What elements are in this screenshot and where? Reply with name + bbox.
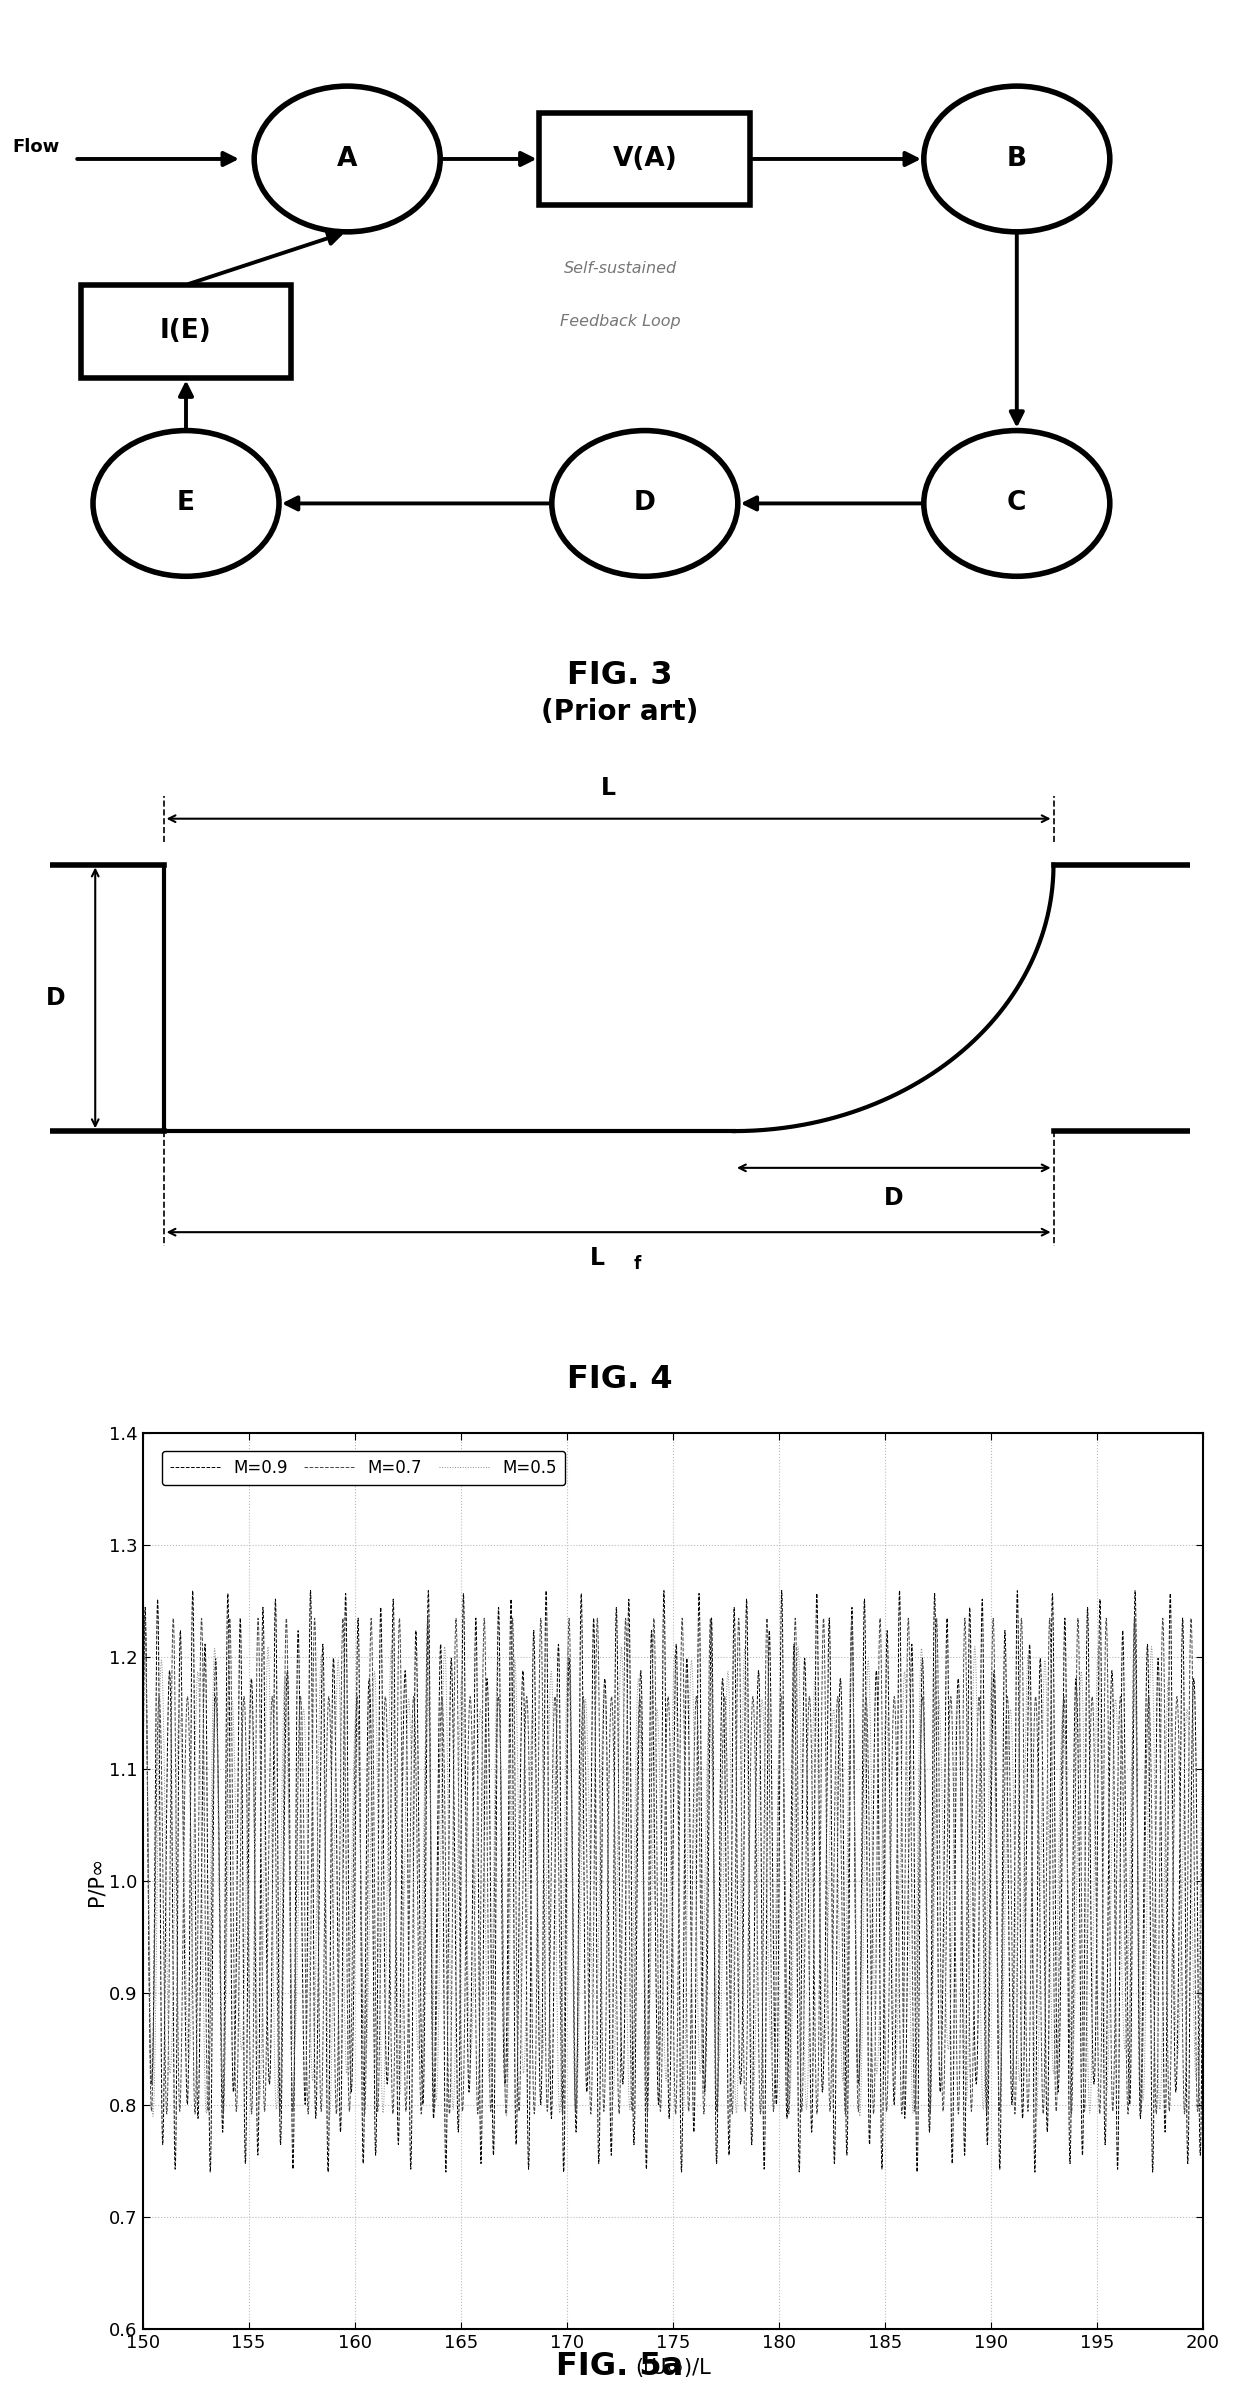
M=0.9: [520, 1983, 534, 2012]
M=0.9: [921, 2098, 936, 2126]
M=0.7: [921, 2062, 936, 2090]
M=0.9: [1195, 1868, 1210, 1897]
Text: L: L: [601, 776, 616, 800]
Text: FIG. 3: FIG. 3: [567, 659, 673, 690]
M=0.5: [808, 1684, 823, 1713]
Text: L: L: [590, 1247, 605, 1271]
X-axis label: (tU∞)/L: (tU∞)/L: [635, 2358, 711, 2377]
Text: FIG. 5a: FIG. 5a: [557, 2351, 683, 2382]
M=0.5: [763, 2014, 777, 2043]
M=0.5: [978, 2023, 993, 2052]
Ellipse shape: [552, 430, 738, 576]
M=0.9: [188, 1945, 203, 1973]
M=0.7: [520, 1682, 534, 1711]
M=0.9: [135, 1868, 150, 1897]
Line: M=0.9: M=0.9: [143, 1591, 1203, 2172]
M=0.9: [808, 1593, 823, 1622]
Ellipse shape: [93, 430, 279, 576]
Ellipse shape: [924, 86, 1110, 232]
M=0.7: [188, 2081, 203, 2109]
Text: Self-sustained: Self-sustained: [563, 260, 677, 275]
M=0.5: [520, 1961, 534, 1990]
Ellipse shape: [924, 430, 1110, 576]
Line: M=0.7: M=0.7: [143, 1617, 1203, 2114]
Text: f: f: [634, 1254, 641, 1273]
Y-axis label: P/P∞: P/P∞: [87, 1856, 107, 1906]
FancyBboxPatch shape: [81, 284, 291, 377]
Text: B: B: [1007, 146, 1027, 172]
Text: D: D: [884, 1187, 904, 1211]
M=0.5: [1195, 1699, 1210, 1727]
Line: M=0.5: M=0.5: [143, 1646, 1203, 2117]
Text: D: D: [46, 987, 66, 1011]
M=0.9: [1028, 2157, 1043, 2186]
M=0.9: [303, 1577, 317, 1605]
Text: V(A): V(A): [613, 146, 677, 172]
M=0.5: [188, 1703, 203, 1732]
Text: Flow: Flow: [12, 139, 60, 155]
Text: E: E: [177, 490, 195, 516]
Text: D: D: [634, 490, 656, 516]
Ellipse shape: [254, 86, 440, 232]
M=0.7: [808, 2093, 823, 2121]
M=0.7: [1195, 1761, 1210, 1789]
Text: C: C: [1007, 490, 1027, 516]
M=0.7: [763, 1854, 777, 1883]
M=0.7: [135, 1761, 150, 1789]
M=0.7: [498, 2100, 513, 2129]
M=0.5: [135, 1699, 150, 1727]
Text: A: A: [337, 146, 357, 172]
Text: FIG. 4: FIG. 4: [567, 1364, 673, 1395]
M=0.5: [852, 2102, 867, 2131]
M=0.9: [763, 1634, 777, 1663]
M=0.7: [978, 2066, 993, 2095]
Text: I(E): I(E): [160, 318, 212, 344]
M=0.7: [222, 1603, 237, 1632]
Text: (Prior art): (Prior art): [542, 698, 698, 726]
M=0.5: [921, 2062, 936, 2090]
M=0.9: [978, 1952, 993, 1980]
FancyBboxPatch shape: [539, 112, 750, 205]
Text: Feedback Loop: Feedback Loop: [559, 313, 681, 330]
M=0.5: [260, 1632, 275, 1660]
Legend: M=0.9, M=0.7, M=0.5: M=0.9, M=0.7, M=0.5: [161, 1450, 565, 1486]
